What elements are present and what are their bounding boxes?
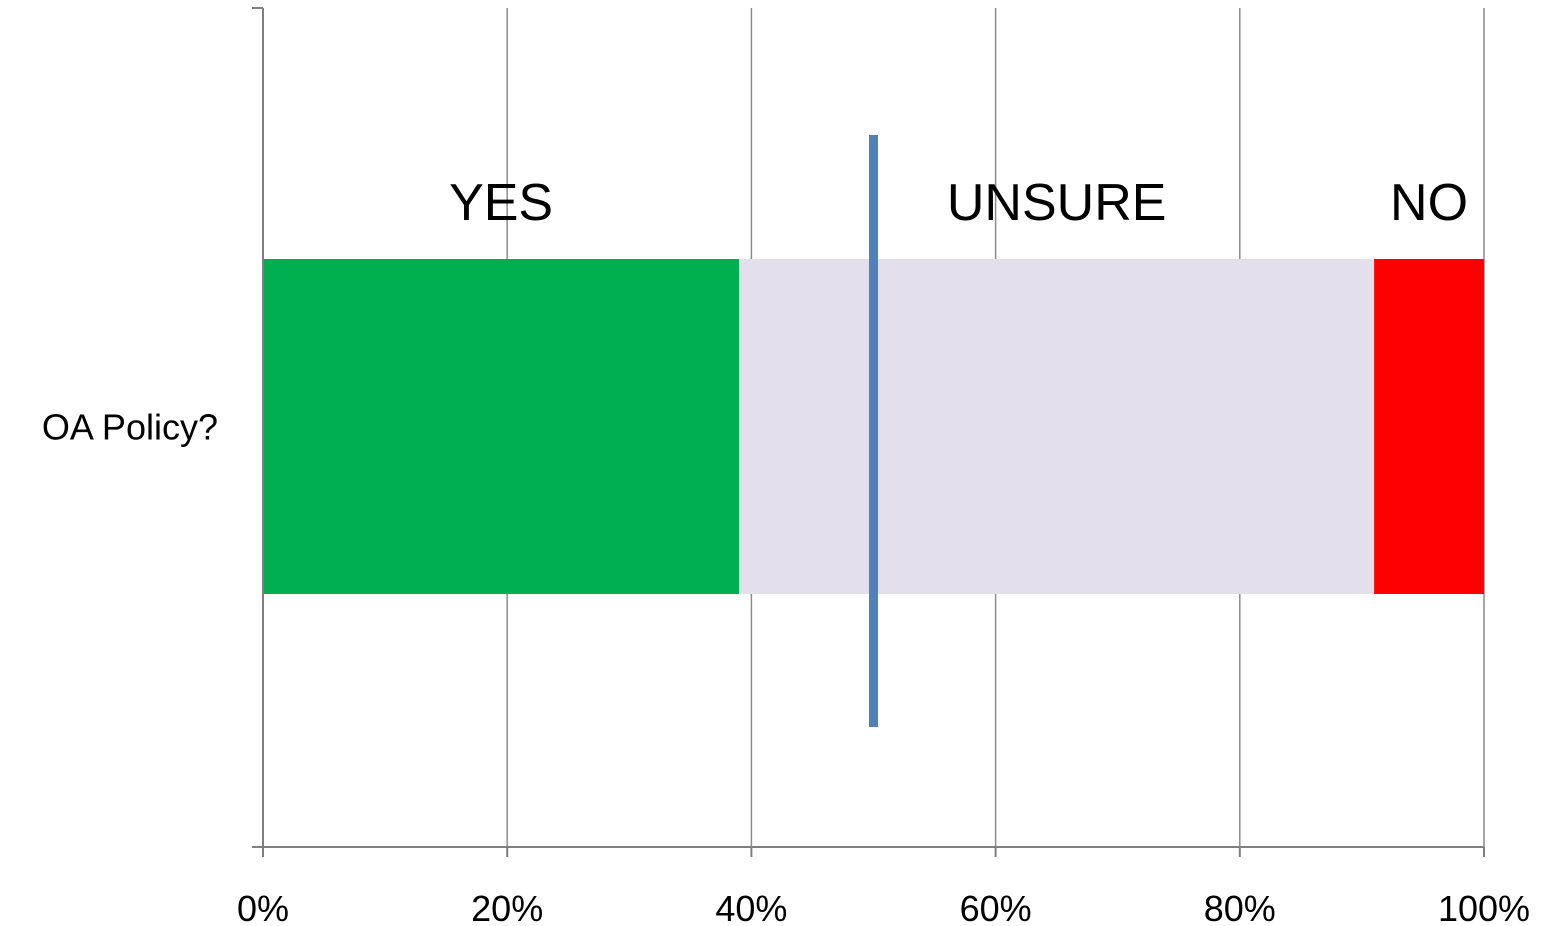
x-tick-label: 40%: [715, 888, 787, 926]
x-tick-label: 0%: [237, 888, 289, 926]
segment-label-no: NO: [1390, 174, 1468, 232]
bar-segment-unsure: [739, 259, 1375, 594]
axes: [252, 7, 1484, 848]
category-label: OA Policy?: [42, 407, 218, 448]
segment-label-yes: YES: [449, 174, 553, 232]
x-tick-label: 80%: [1204, 888, 1276, 926]
bar-segment-no: [1374, 259, 1484, 594]
labels: YES UNSURE NO OA Policy?: [42, 174, 1468, 448]
x-tick-label: 20%: [471, 888, 543, 926]
x-axis-ticks: 0% 20% 40% 60% 80% 100%: [237, 847, 1530, 926]
x-tick-label: 60%: [960, 888, 1032, 926]
segment-label-unsure: UNSURE: [947, 174, 1167, 232]
bar-segments: [263, 259, 1484, 594]
bar-segment-yes: [263, 259, 740, 594]
x-tick-label: 100%: [1438, 888, 1530, 926]
